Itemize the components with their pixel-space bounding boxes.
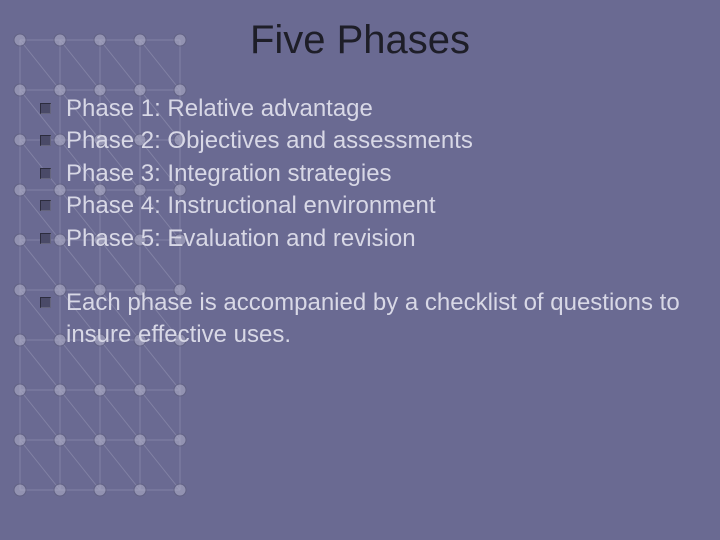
list-item: Phase 3: Integration strategies <box>40 158 680 190</box>
list-item: Phase 4: Instructional environment <box>40 190 680 222</box>
spacer <box>40 255 680 287</box>
slide: Five Phases Phase 1: Relative advantage … <box>0 0 720 540</box>
list-item: Phase 1: Relative advantage <box>40 93 680 125</box>
phase-list: Phase 1: Relative advantage Phase 2: Obj… <box>40 93 680 255</box>
list-item: Phase 5: Evaluation and revision <box>40 223 680 255</box>
closing-paragraph: Each phase is accompanied by a checklist… <box>40 287 680 352</box>
slide-title: Five Phases <box>40 18 680 63</box>
slide-content: Five Phases Phase 1: Relative advantage … <box>0 0 720 352</box>
list-item: Phase 2: Objectives and assessments <box>40 125 680 157</box>
